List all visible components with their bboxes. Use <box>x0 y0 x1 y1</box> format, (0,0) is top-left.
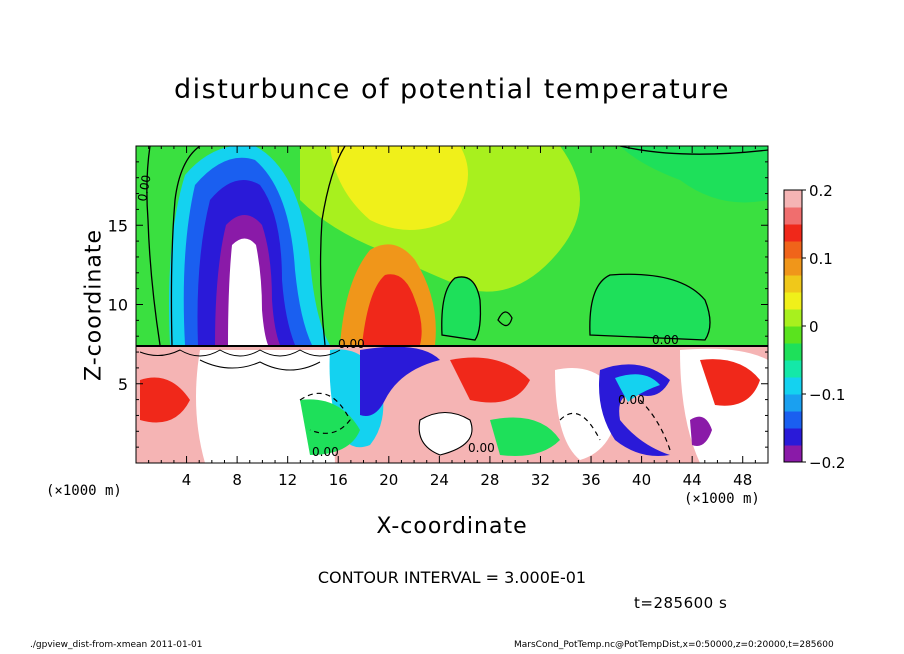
field-cold-plume-void <box>228 238 268 345</box>
contour-lower-wavy <box>139 349 341 357</box>
field-lower-blue-arc-1 <box>360 346 440 416</box>
footer-file-info: MarsCond_PotTemp.nc@PotTempDist,x=0:5000… <box>514 640 834 650</box>
time-stamp: t=285600 s <box>634 594 728 612</box>
heatmap-field <box>136 146 768 463</box>
contour-small-loop <box>497 311 513 327</box>
field-lower-green-2 <box>490 417 560 456</box>
colorbar-tick-label: −0.1 <box>809 386 845 404</box>
field-lower-red-3 <box>700 359 760 406</box>
colorbar-swatch <box>784 275 802 293</box>
x-unit-label-left: (×1000 m) <box>46 483 122 499</box>
colorbar-swatch <box>784 411 802 429</box>
y-axis-label: Z-coordinate <box>81 229 107 381</box>
y-tick-label: 10 <box>108 296 128 315</box>
x-tick-label: 24 <box>430 471 449 489</box>
colorbar-tick-label: 0 <box>809 318 819 336</box>
x-tick-label: 44 <box>683 471 702 489</box>
contour-lower-dashed-2 <box>559 412 601 441</box>
colorbar-swatch <box>784 360 802 378</box>
contour-label: 0.00 <box>338 337 365 351</box>
colorbar-swatch <box>784 445 802 463</box>
x-tick-label: 8 <box>232 471 242 489</box>
x-tick-label: 12 <box>278 471 297 489</box>
contour-island-2 <box>589 273 711 341</box>
colorbar-swatch <box>784 343 802 361</box>
colorbar-tick-label: 0.2 <box>809 182 833 200</box>
colorbar-swatch <box>784 292 802 310</box>
colorbar-tick-label: 0.1 <box>809 250 833 268</box>
footer-script-info: ./gpview_dist-from-xmean 2011-01-01 <box>30 640 203 650</box>
x-tick-label: 4 <box>182 471 192 489</box>
field-warm-upper-2 <box>330 146 468 230</box>
contour-zero-left <box>146 146 161 346</box>
chart-title: disturbunce of potential temperature <box>174 74 730 105</box>
colorbar-swatch <box>784 258 802 276</box>
contour-island-1 <box>441 276 482 341</box>
colorbar-swatch <box>784 377 802 395</box>
contour-lower-dashed-3 <box>639 399 671 451</box>
contour-label: 0.00 <box>312 445 339 459</box>
y-axis: 5 10 15 <box>108 161 768 448</box>
colorbar-swatch <box>784 428 802 446</box>
field-lower-cyan-2 <box>615 374 660 402</box>
colorbar-swatch <box>784 241 802 259</box>
contour-top-right <box>619 146 768 155</box>
colorbar-swatch <box>784 190 802 208</box>
y-tick-label: 15 <box>108 216 128 235</box>
contour-label: 0.00 <box>652 333 679 347</box>
field-lower-purple <box>690 416 712 446</box>
field-lower-red-2 <box>450 357 530 403</box>
colorbar-swatch <box>784 309 802 327</box>
x-axis-label: X-coordinate <box>376 514 528 539</box>
contour-labels: 0.00 0.00 0.00 0.00 0.00 0.00 <box>135 174 679 459</box>
y-tick-label: 5 <box>118 375 128 394</box>
colorbar-swatch <box>784 326 802 344</box>
contour-lower-loop <box>418 411 473 456</box>
field-lower-red-1 <box>140 377 190 423</box>
x-axis: 4 8 12 16 20 24 28 32 36 40 44 48 <box>148 146 756 489</box>
colorbar-swatch <box>784 207 802 225</box>
x-tick-label: 40 <box>632 471 651 489</box>
contour-lower-wavy-2 <box>199 359 321 371</box>
x-tick-label: 36 <box>581 471 600 489</box>
colorbar-swatch <box>784 224 802 242</box>
x-tick-label: 32 <box>531 471 550 489</box>
field-cyan-upper-right <box>620 146 768 203</box>
x-unit-label-right: (×1000 m) <box>684 491 760 507</box>
x-tick-label: 16 <box>329 471 348 489</box>
field-lower-green-1 <box>300 399 360 455</box>
field-lower-white-2 <box>419 412 472 455</box>
contour-label: 0.00 <box>618 393 645 407</box>
contour-interval-note: CONTOUR INTERVAL = 3.000E-01 <box>317 568 587 587</box>
field-island-1 <box>441 276 481 340</box>
x-tick-label: 28 <box>480 471 499 489</box>
colorbar-tick-label: −0.2 <box>809 454 845 472</box>
field-island-2 <box>589 274 710 340</box>
x-tick-label: 48 <box>733 471 752 489</box>
contour-zero-plume <box>170 146 201 346</box>
contour-zero-plume-right <box>319 146 346 346</box>
contour-lower-dashed-1 <box>299 392 351 434</box>
contour-label: 0.00 <box>135 174 153 203</box>
x-tick-label: 20 <box>379 471 398 489</box>
colorbar-swatch <box>784 394 802 412</box>
field-warm-blob-core <box>362 274 422 345</box>
field-lower-white-left <box>196 350 335 463</box>
contour-label: 0.00 <box>468 441 495 455</box>
colorbar: 0.2 0.1 0 −0.1 −0.2 <box>783 182 845 472</box>
